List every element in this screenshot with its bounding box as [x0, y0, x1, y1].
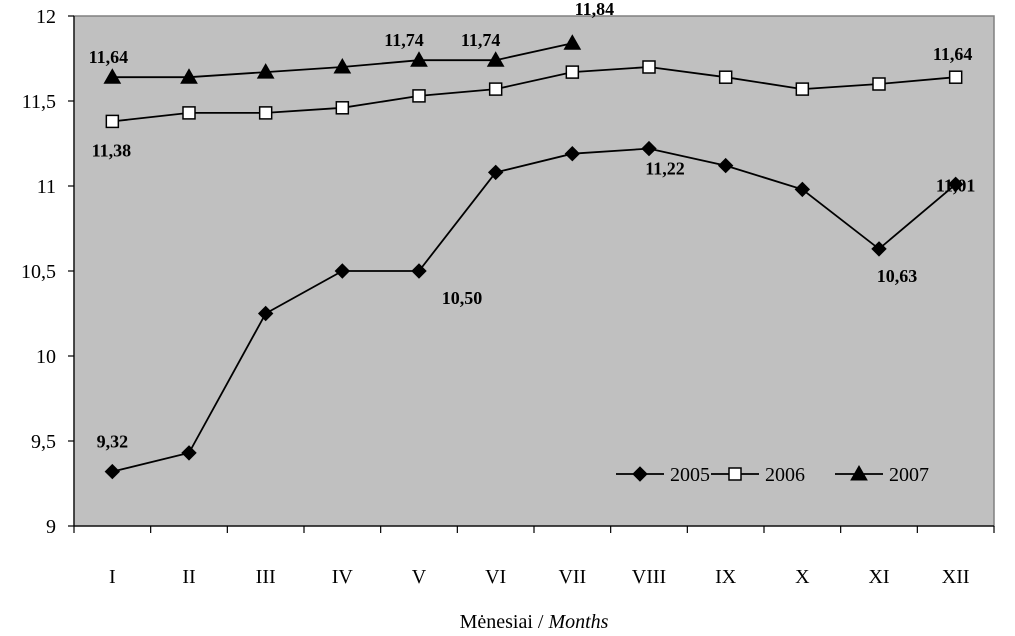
x-axis-title-italic: Months: [547, 611, 608, 633]
x-tick-label: I: [109, 566, 116, 588]
point-2005-V: [411, 263, 427, 279]
data-label-2006-I: 11,38: [92, 140, 132, 160]
point-2005-VIII: [641, 140, 657, 157]
data-label-2007-I: 11,64: [89, 47, 129, 67]
x-tick-label: XI: [868, 566, 889, 588]
legend-marker-2006: [728, 467, 742, 481]
data-label-2006-XII: 11,64: [933, 44, 973, 64]
point-2005-II: [181, 445, 197, 461]
point-2007-VII: [563, 34, 582, 50]
y-tick-label: 10: [36, 346, 56, 368]
series-line-2006: [112, 66, 956, 123]
point-2006-II: [182, 106, 196, 120]
point-2005-VII: [564, 145, 581, 162]
data-label-2007-V: 11,74: [384, 30, 424, 50]
point-2007-V: [410, 51, 428, 67]
y-tick-label: 12: [36, 6, 56, 28]
point-2006-VI: [488, 82, 503, 96]
x-tick-label: VIII: [632, 566, 666, 588]
x-axis-title-plain: Mėnesiai /: [460, 611, 549, 633]
x-tick-label: VII: [558, 566, 586, 588]
point-2005-IX: [717, 157, 734, 174]
x-tick-label: III: [256, 566, 276, 588]
legend-label-2005: 2005: [670, 464, 710, 486]
point-2005-XII: [947, 176, 964, 193]
series-markers: [103, 34, 964, 480]
point-2006-III: [258, 106, 273, 120]
data-labels: 9,32 10,50 11,22 10,63 11,01 11,38 11,64 11,64 1…: [89, 0, 976, 452]
point-2006-XI: [872, 77, 886, 91]
y-tick-label: 9,5: [31, 431, 56, 453]
point-2005-VI: [487, 164, 504, 181]
point-2007-III: [256, 63, 275, 79]
x-tick-label: II: [182, 566, 195, 588]
plot-area: [73, 15, 995, 527]
point-2006-V: [412, 89, 426, 103]
data-label-2005-XI: 10,63: [877, 266, 918, 286]
x-tick-label: X: [795, 566, 810, 588]
point-2005-XI: [871, 241, 887, 257]
point-2006-VIII: [642, 60, 656, 74]
legend-marker-2005: [632, 466, 648, 482]
point-2007-II: [180, 68, 198, 84]
data-label-2007-VI: 11,74: [461, 30, 501, 50]
point-2007-IV: [333, 57, 352, 74]
x-tick-label: V: [412, 566, 427, 588]
data-label-2005-XII: 11,01: [936, 175, 976, 195]
x-tick-label: IX: [715, 566, 737, 588]
y-tick-label: 9: [46, 516, 56, 538]
point-2005-I: [104, 463, 121, 480]
point-2005-IV: [334, 263, 351, 279]
point-2006-VII: [565, 65, 580, 79]
y-tick-label: 11,5: [22, 91, 56, 113]
series-line-2005: [112, 147, 957, 473]
point-2007-VI: [486, 51, 505, 67]
point-2007-I: [103, 68, 122, 84]
point-2006-I: [105, 114, 120, 129]
x-axis-title: Mėnesiai / Months: [460, 611, 609, 633]
point-2006-IV: [335, 101, 350, 115]
data-label-2005-I: 9,32: [97, 432, 129, 452]
point-2006-X: [795, 82, 810, 96]
legend-label-2006: 2006: [765, 464, 805, 486]
point-2006-XII: [948, 70, 963, 84]
x-tick-label: VI: [485, 566, 506, 588]
data-label-2007-VII: 11,84: [575, 0, 615, 19]
point-2006-IX: [718, 70, 733, 84]
legend-marker-2007: [850, 464, 868, 481]
y-tick-label: 10,5: [21, 261, 56, 283]
x-tick-label: IV: [332, 566, 354, 588]
legend: 2005 2006 2007: [616, 464, 929, 486]
data-label-2005-VIII: 11,22: [645, 159, 685, 179]
point-2005-X: [794, 181, 811, 198]
legend-label-2007: 2007: [889, 464, 929, 486]
y-tick-label: 11: [37, 176, 56, 198]
x-tick-label: XII: [942, 566, 970, 588]
data-label-2005-V: 10,50: [442, 288, 483, 308]
point-2005-III: [257, 305, 274, 322]
